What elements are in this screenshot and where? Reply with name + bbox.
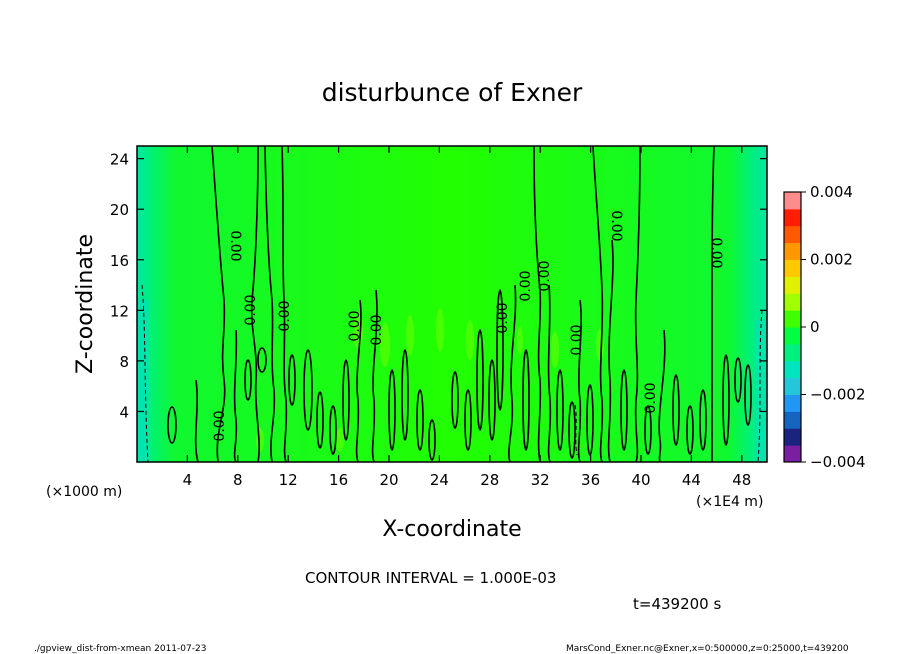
colorbar-swatch	[784, 310, 801, 328]
x-tick-label: 48	[732, 471, 751, 489]
colorbar-swatch	[784, 394, 801, 412]
colorbar: 0.004 0.002 0 −0.002 −0.004	[783, 183, 866, 471]
colorbar-swatch	[784, 225, 801, 244]
x-axis-label: X-coordinate	[382, 517, 521, 542]
y-tick-label: 24	[110, 151, 129, 169]
colorbar-swatch	[784, 377, 801, 395]
y-tick-label: 20	[110, 201, 129, 219]
x-tick-label: 8	[233, 471, 243, 489]
y-axis: 4 8 12 16 20 24	[110, 151, 767, 421]
x-tick-label: 4	[183, 471, 193, 489]
colorbar-tick-label: 0.002	[810, 251, 853, 269]
colorbar-swatch	[784, 293, 801, 311]
colorbar-swatch	[784, 208, 801, 227]
footer-left: ./gpview_dist-from-xmean 2011-07-23	[34, 644, 206, 654]
x-tick-label: 24	[430, 471, 449, 489]
x-unit-left: (×1000 m)	[46, 484, 122, 500]
x-tick-label: 40	[631, 471, 650, 489]
y-tick-label: 8	[119, 353, 129, 371]
contour-label: 0.00	[537, 260, 553, 291]
x-axis: 4 8 12 16 20 24 28 32 36 40 44 48	[183, 146, 751, 489]
contour-label: 0.00	[212, 410, 228, 441]
contour-label: 0.00	[369, 314, 385, 345]
x-unit-right: (×1E4 m)	[696, 494, 763, 510]
negative-contours	[141, 284, 763, 462]
colorbar-swatch	[784, 343, 801, 362]
contour-label: 0.00	[708, 237, 724, 268]
colorbar-swatch	[784, 327, 801, 345]
colorbar-tick-label: 0.004	[810, 183, 853, 201]
colorbar-swatch	[784, 445, 801, 463]
contour-label: 0.00	[243, 294, 259, 325]
x-tick-label: 28	[480, 471, 499, 489]
contour-label: 0.00	[608, 210, 624, 241]
x-tick-label: 20	[379, 471, 398, 489]
colorbar-swatch	[784, 411, 801, 429]
colorbar-tick-label: −0.002	[810, 386, 866, 404]
colorbar-swatch	[784, 428, 801, 446]
x-tick-label: 44	[682, 471, 701, 489]
colorbar-swatch	[784, 242, 801, 260]
footer-right: MarsCond_Exner.nc@Exner,x=0:500000,z=0:2…	[566, 644, 849, 654]
x-tick-label: 12	[279, 471, 298, 489]
time-note: t=439200 s	[633, 595, 721, 613]
plot-area: 0.00 0.00 0.00 0.00 0.00 0.00 0.00 0.00 …	[137, 146, 767, 462]
y-tick-label: 4	[119, 403, 129, 421]
contour-lines	[167, 146, 752, 462]
contour-label: 0.00	[569, 324, 585, 355]
plot-frame	[136, 145, 768, 463]
y-axis-label: Z-coordinate	[73, 234, 98, 374]
chart-title: disturbunce of Exner	[322, 78, 583, 107]
x-tick-label: 32	[531, 471, 550, 489]
contour-label: 0.00	[643, 382, 659, 413]
x-tick-label: 36	[581, 471, 600, 489]
colorbar-swatch	[784, 360, 801, 379]
contour-label: 0.00	[495, 302, 511, 333]
colorbar-tick-label: −0.004	[810, 453, 866, 471]
contour-label: 0.00	[518, 270, 534, 301]
y-tick-label: 16	[110, 252, 129, 270]
contour-labels: 0.00 0.00 0.00 0.00 0.00 0.00 0.00 0.00 …	[212, 210, 724, 441]
x-tick-label: 16	[329, 471, 348, 489]
contour-interval-note: CONTOUR INTERVAL = 1.000E-03	[305, 569, 556, 587]
contour-label: 0.00	[227, 230, 243, 261]
colorbar-swatch	[784, 276, 801, 294]
contour-label: 0.00	[347, 310, 363, 341]
colorbar-swatch	[784, 192, 801, 210]
y-tick-label: 12	[110, 302, 129, 320]
positive-patches	[256, 308, 604, 452]
contour-label: 0.00	[277, 300, 293, 331]
colorbar-tick-label: 0	[810, 318, 820, 336]
colorbar-swatch	[784, 259, 801, 277]
